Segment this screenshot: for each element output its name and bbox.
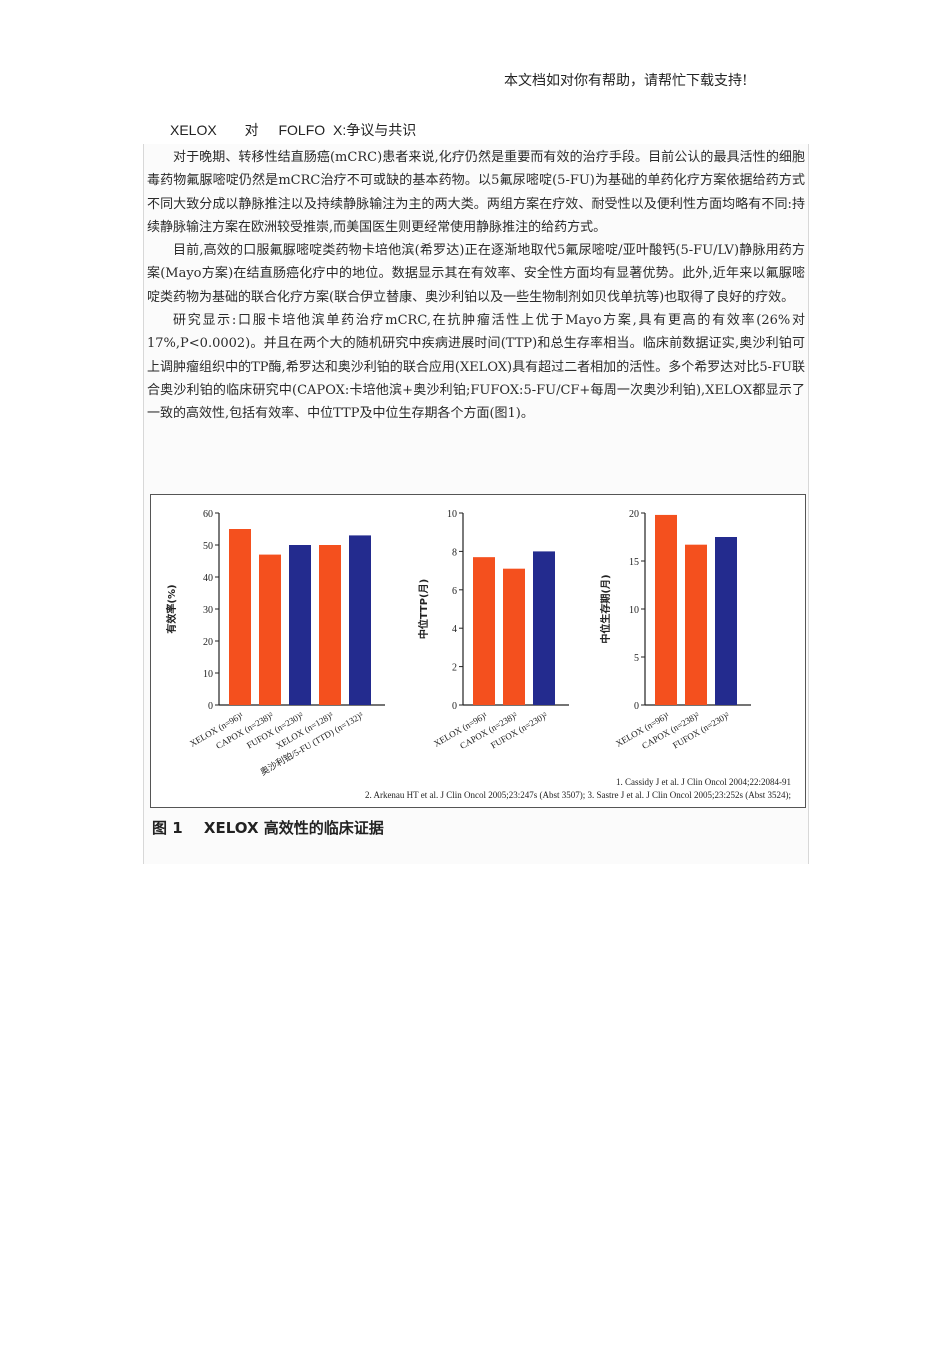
reference-2: 2. Arkenau HT et al. J Clin Oncol 2005;2… [365, 790, 791, 800]
title-part-1: XELOX [170, 122, 217, 138]
y-tick-label: 8 [452, 547, 457, 558]
y-tick-label: 20 [203, 637, 213, 648]
title-part-3: FOLFO [278, 122, 326, 138]
y-tick-label: 10 [203, 669, 213, 680]
bar [533, 551, 555, 705]
y-axis-label: 有效率(%) [165, 584, 178, 633]
title-part-2: 对 [244, 122, 259, 138]
paragraph-2: 目前,高效的口服氟脲嘧啶类药物卡培他滨(希罗达)正在逐渐地取代5氟尿嘧啶/亚叶酸… [147, 243, 805, 305]
body-text: 对于晚期、转移性结直肠癌(mCRC)患者来说,化疗仍然是重要而有效的治疗手段。目… [147, 146, 805, 426]
bar [289, 545, 311, 705]
y-axis-label: 中位TTP(月) [417, 579, 430, 639]
y-tick-label: 2 [452, 663, 457, 674]
bar [319, 545, 341, 705]
y-tick-label: 0 [452, 701, 457, 712]
y-tick-label: 4 [452, 624, 457, 635]
scanned-page: 对于晚期、转移性结直肠癌(mCRC)患者来说,化疗仍然是重要而有效的治疗手段。目… [143, 144, 809, 864]
y-tick-label: 50 [203, 541, 213, 552]
title-part-4: X:争议与共识 [333, 122, 417, 138]
y-tick-label: 6 [452, 586, 457, 597]
y-tick-label: 60 [203, 509, 213, 520]
y-tick-label: 5 [634, 653, 639, 664]
figure-1: 0 10 20 30 40 50 60 有效率(%) XELOX (n=96)¹ CAPOX (n… [150, 494, 806, 808]
y-tick-label: 15 [629, 557, 639, 568]
header-note: 本文档如对你有帮助，请帮忙下载支持! [504, 73, 748, 89]
bar [259, 554, 281, 705]
bar [685, 544, 707, 705]
bar [715, 537, 737, 705]
figure-caption-text: XELOX 高效性的临床证据 [203, 819, 384, 837]
bar [229, 529, 251, 705]
bar [349, 535, 371, 705]
y-tick-label: 20 [629, 509, 639, 520]
paragraph-3: 研究显示:口服卡培他滨单药治疗mCRC,在抗肿瘤活性上优于Mayo方案,具有更高… [147, 313, 805, 422]
y-tick-label: 0 [208, 701, 213, 712]
bar [473, 557, 495, 705]
y-tick-label: 30 [203, 605, 213, 616]
reference-1: 1. Cassidy J et al. J Clin Oncol 2004;22… [616, 777, 791, 787]
figure-number: 图 1 [152, 819, 183, 837]
bar [503, 568, 525, 705]
paragraph-1: 对于晚期、转移性结直肠癌(mCRC)患者来说,化疗仍然是重要而有效的治疗手段。目… [147, 150, 805, 235]
document-title: XELOX 对 FOLFO X:争议与共识 [170, 120, 416, 140]
bar [655, 514, 677, 705]
y-tick-label: 40 [203, 573, 213, 584]
y-tick-label: 10 [629, 605, 639, 616]
figure-caption: 图 1 XELOX 高效性的临床证据 [152, 817, 384, 838]
y-tick-label: 0 [634, 701, 639, 712]
y-axis-label: 中位生存期(月) [599, 574, 612, 643]
y-tick-label: 10 [447, 509, 457, 520]
